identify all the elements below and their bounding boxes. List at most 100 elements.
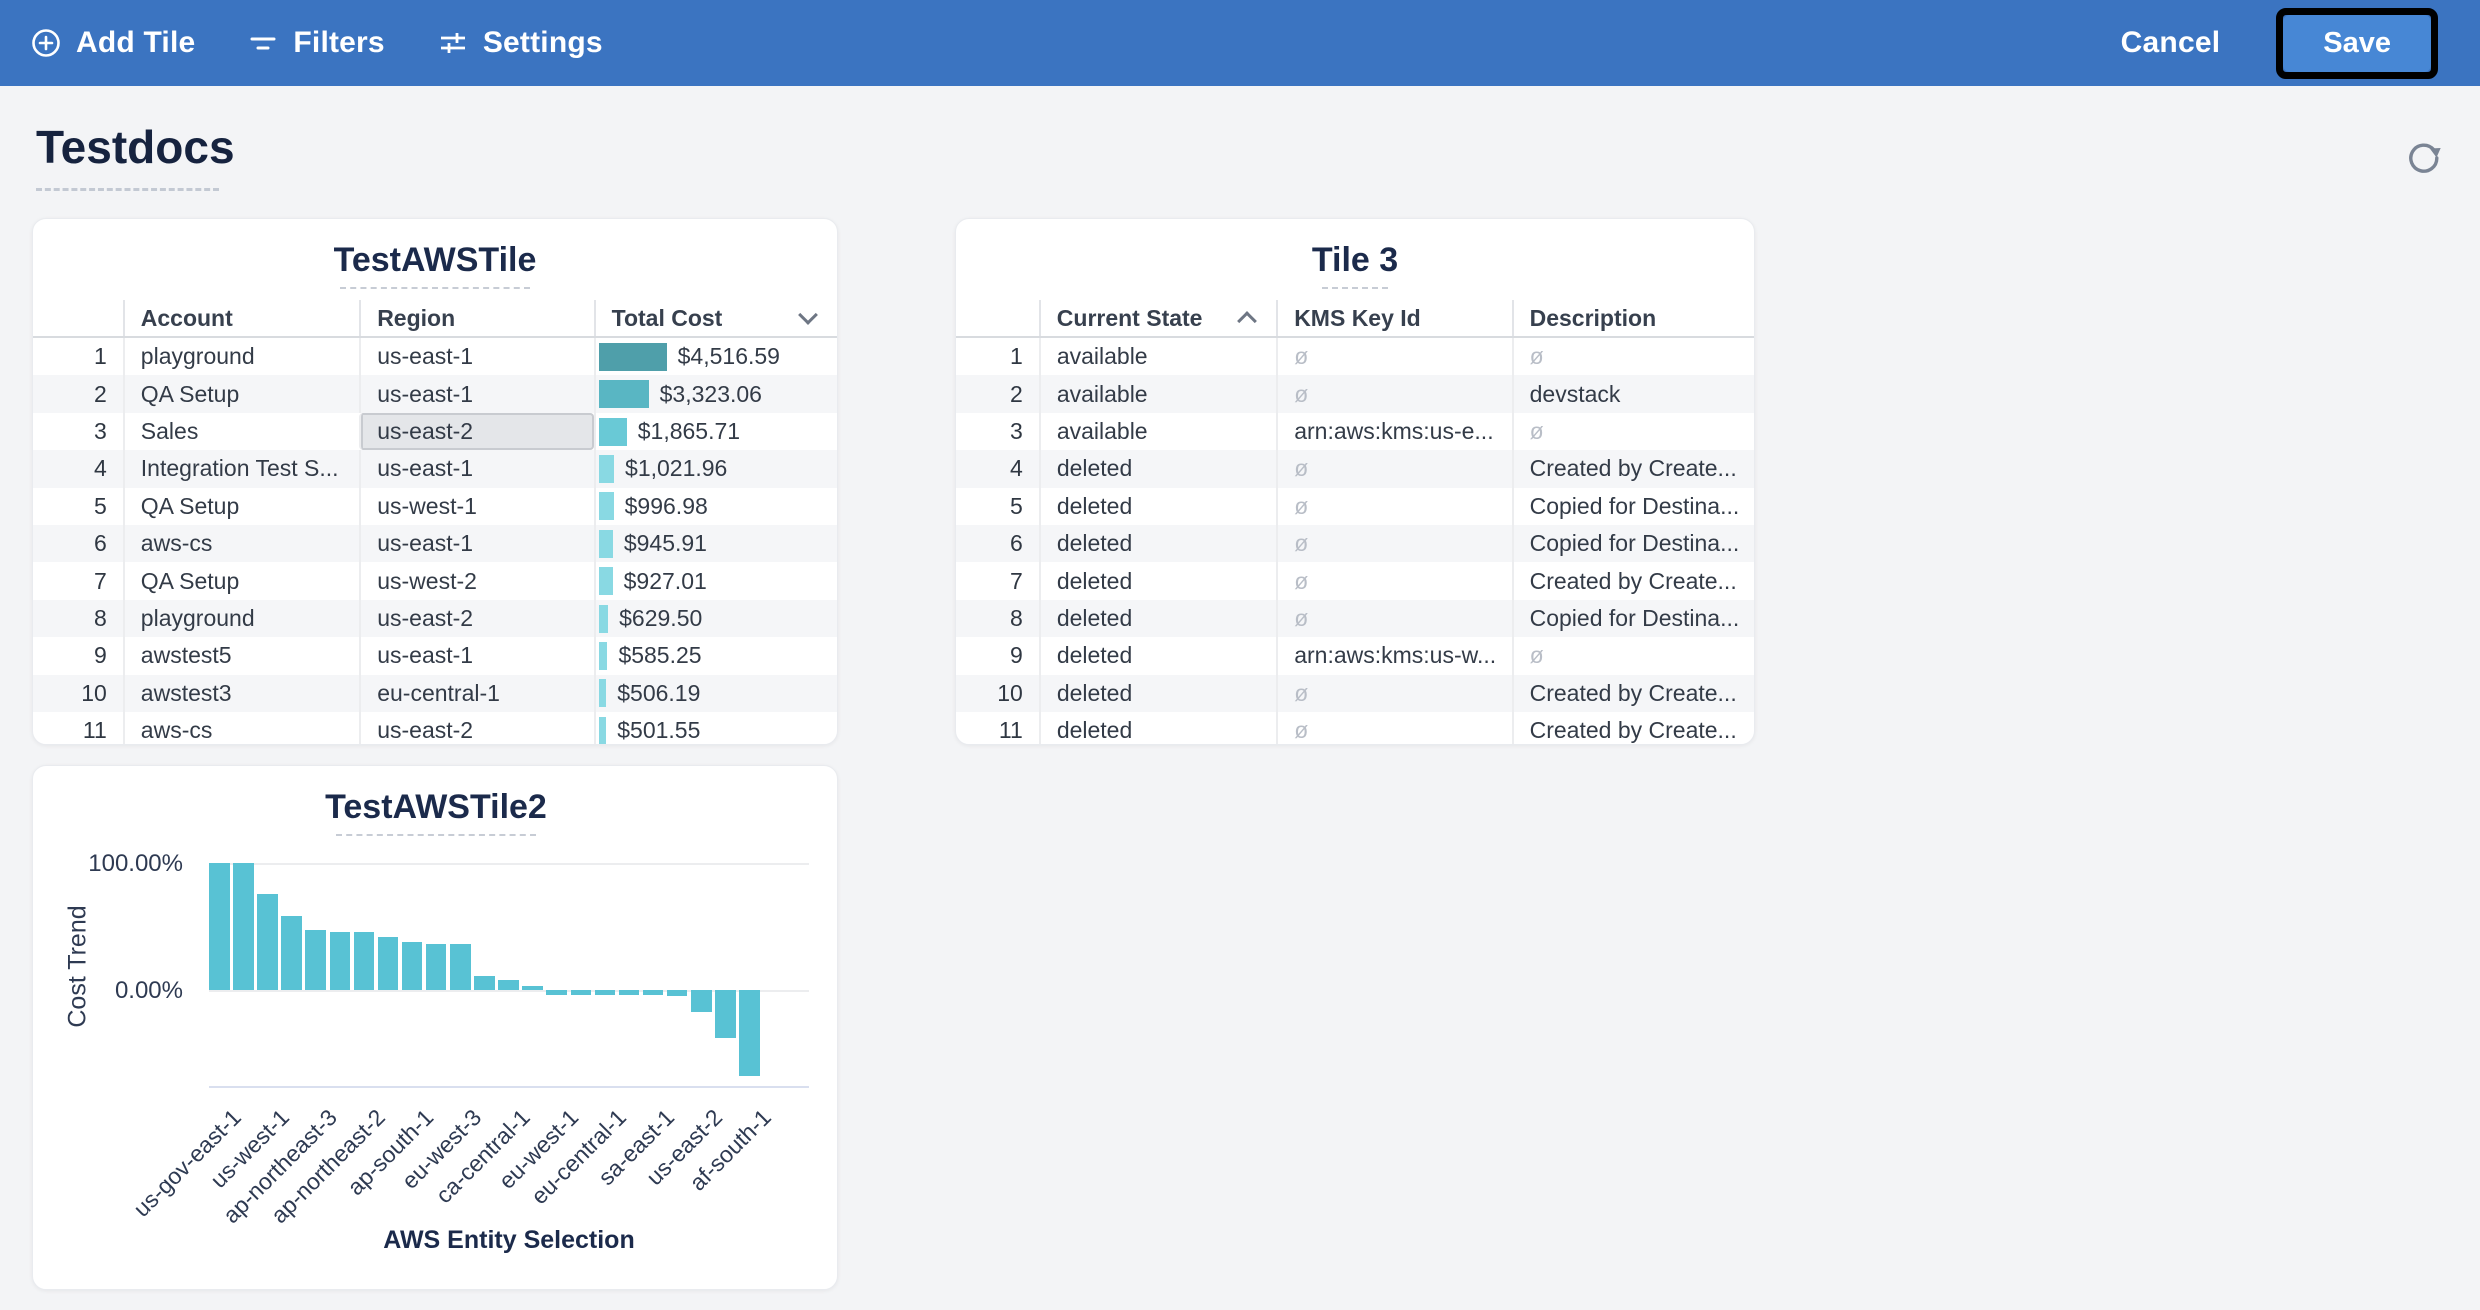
cell-total-cost[interactable]: $1,865.71: [593, 412, 837, 451]
table-row: 2 available ø devstack: [956, 375, 1754, 413]
cell-account[interactable]: Integration Test S...: [122, 450, 359, 488]
cell-current-state[interactable]: deleted: [1038, 712, 1276, 744]
column-header-kms-key-id[interactable]: KMS Key Id: [1276, 300, 1511, 337]
cell-kms-key-id[interactable]: ø: [1276, 599, 1511, 638]
cell-kms-key-id[interactable]: ø: [1276, 450, 1511, 488]
cell-region[interactable]: us-west-2: [359, 562, 593, 600]
cell-kms-key-id[interactable]: ø: [1276, 338, 1511, 376]
cell-current-state[interactable]: deleted: [1038, 450, 1276, 488]
save-button-highlight-box: Save: [2276, 7, 2438, 79]
cell-total-cost[interactable]: $585.25: [593, 637, 837, 675]
cell-current-state[interactable]: available: [1038, 375, 1276, 413]
cancel-button[interactable]: Cancel: [2121, 26, 2221, 60]
column-header-current-state[interactable]: Current State: [1038, 300, 1276, 337]
cell-region[interactable]: us-east-2: [359, 599, 593, 638]
column-header-region[interactable]: Region: [359, 300, 593, 337]
chart-bar: [401, 941, 423, 990]
table-header-row: Current State KMS Key Id Description: [956, 300, 1754, 339]
row-number: 4: [1010, 455, 1023, 482]
cell-current-state[interactable]: deleted: [1038, 487, 1276, 526]
cell-kms-key-id[interactable]: ø: [1276, 487, 1511, 526]
cell-total-cost[interactable]: $996.98: [593, 487, 837, 526]
cell-account[interactable]: awstest5: [122, 637, 359, 675]
cell-current-state[interactable]: deleted: [1038, 599, 1276, 638]
cell-kms-key-id[interactable]: ø: [1276, 525, 1511, 563]
cell-account[interactable]: aws-cs: [122, 525, 359, 563]
page-title[interactable]: Testdocs: [36, 121, 235, 173]
table-header-row: Account Region Total Cost: [33, 300, 837, 339]
cell-region[interactable]: us-west-1: [359, 487, 593, 526]
add-tile-button[interactable]: Add Tile: [30, 26, 195, 60]
cell-kms-key-id[interactable]: ø: [1276, 712, 1511, 744]
chart-bar: [329, 931, 350, 990]
cell-region[interactable]: us-east-1: [359, 450, 593, 488]
cell-region[interactable]: us-east-1: [359, 637, 593, 675]
cell-kms-key-id[interactable]: ø: [1276, 375, 1511, 413]
tile-title[interactable]: TestAWSTile2: [325, 788, 547, 826]
cell-description[interactable]: ø: [1511, 412, 1754, 451]
cell-description[interactable]: Copied for Destina...: [1511, 599, 1754, 638]
cell-total-cost[interactable]: $4,516.59: [593, 338, 837, 376]
cell-account[interactable]: Sales: [122, 412, 359, 451]
filters-button[interactable]: Filters: [247, 26, 385, 60]
cell-description[interactable]: Copied for Destina...: [1511, 487, 1754, 526]
cell-description[interactable]: devstack: [1511, 375, 1754, 413]
cell-current-state[interactable]: deleted: [1038, 525, 1276, 563]
tile-title[interactable]: TestAWSTile: [333, 241, 537, 279]
y-tick-100: 100.00%: [88, 850, 183, 877]
cell-kms-key-id[interactable]: ø: [1276, 674, 1511, 712]
cell-description[interactable]: ø: [1511, 338, 1754, 376]
cell-current-state[interactable]: deleted: [1038, 562, 1276, 600]
cell-region-selected[interactable]: us-east-2: [359, 412, 594, 451]
cell-current-state[interactable]: deleted: [1038, 637, 1276, 675]
cell-kms-key-id[interactable]: ø: [1276, 562, 1511, 600]
row-number: 9: [94, 642, 107, 669]
cell-total-cost[interactable]: $927.01: [593, 562, 837, 600]
cell-account[interactable]: awstest3: [122, 674, 359, 712]
cell-account[interactable]: aws-cs: [122, 712, 359, 744]
refresh-icon[interactable]: [2400, 134, 2448, 182]
cell-kms-key-id[interactable]: arn:aws:kms:us-e...: [1276, 412, 1511, 451]
tile-title[interactable]: Tile 3: [1311, 241, 1399, 279]
settings-button[interactable]: Settings: [437, 26, 603, 60]
row-number: 8: [94, 605, 107, 632]
cell-kms-key-id[interactable]: arn:aws:kms:us-w...: [1276, 637, 1511, 675]
cell-description[interactable]: Copied for Destina...: [1511, 525, 1754, 563]
row-number: 4: [94, 455, 107, 482]
cell-description[interactable]: Created by Create...: [1511, 674, 1754, 712]
cell-total-cost[interactable]: $506.19: [593, 674, 837, 712]
column-header-total-cost[interactable]: Total Cost: [593, 300, 837, 337]
column-header-account[interactable]: Account: [122, 300, 359, 337]
cell-description[interactable]: ø: [1511, 637, 1754, 675]
cell-current-state[interactable]: deleted: [1038, 674, 1276, 712]
cell-region[interactable]: us-east-1: [359, 375, 593, 413]
cell-total-cost[interactable]: $1,021.96: [593, 450, 837, 488]
cell-total-cost[interactable]: $3,323.06: [593, 375, 837, 413]
cell-total-cost[interactable]: $629.50: [593, 599, 837, 638]
cell-description[interactable]: Created by Create...: [1511, 562, 1754, 600]
cell-description[interactable]: Created by Create...: [1511, 450, 1754, 488]
column-header-description[interactable]: Description: [1511, 300, 1754, 337]
save-button[interactable]: Save: [2283, 14, 2431, 72]
cell-current-state[interactable]: available: [1038, 338, 1276, 376]
row-number-header: [33, 300, 123, 336]
cell-account[interactable]: QA Setup: [122, 562, 359, 600]
cost-data-bar: [598, 380, 649, 409]
cell-description[interactable]: Created by Create...: [1511, 712, 1754, 744]
cell-total-cost[interactable]: $945.91: [593, 525, 837, 563]
cell-account[interactable]: playground: [122, 599, 359, 638]
cell-account[interactable]: QA Setup: [122, 487, 359, 526]
cell-region[interactable]: us-east-1: [359, 525, 593, 563]
cell-total-cost[interactable]: $501.55: [593, 712, 837, 744]
x-axis-label: AWS Entity Selection: [383, 1226, 635, 1254]
null-value: ø: [1294, 343, 1309, 370]
cell-region[interactable]: us-east-2: [359, 712, 593, 744]
table-row: 4 Integration Test S... us-east-1 $1,021.96: [33, 450, 837, 488]
cell-current-state[interactable]: available: [1038, 412, 1276, 451]
cell-account[interactable]: QA Setup: [122, 375, 359, 413]
cell-region[interactable]: eu-central-1: [359, 674, 593, 712]
cell-account[interactable]: playground: [122, 338, 359, 376]
row-number: 5: [1010, 492, 1023, 519]
chart-bar: [233, 863, 254, 990]
cell-region[interactable]: us-east-1: [359, 338, 593, 376]
